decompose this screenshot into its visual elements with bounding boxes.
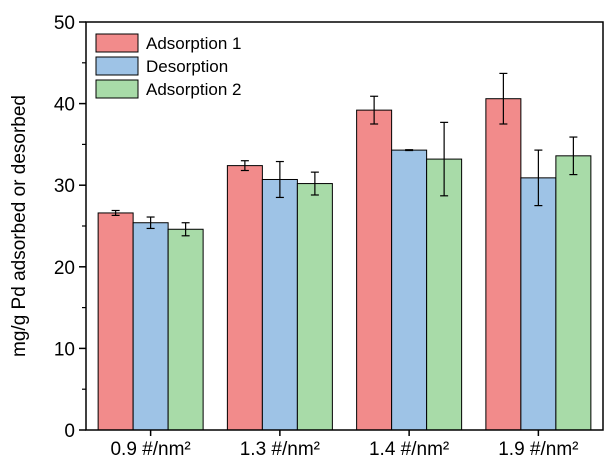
bar [226, 165, 263, 431]
y-axis: 0 10 20 30 40 50 [54, 13, 86, 442]
bars-layer [97, 98, 592, 431]
y-axis-title: mg/g Pd adsorbed or desorbed [9, 95, 30, 357]
bar [391, 149, 428, 431]
bar [97, 212, 134, 431]
bar [261, 178, 298, 431]
bar [555, 155, 592, 431]
y-tick-label: 40 [54, 95, 75, 116]
x-tick-label: 1.9 #/nm² [498, 439, 578, 460]
y-tick-label: 50 [54, 13, 75, 34]
legend-label: Adsorption 2 [146, 80, 241, 99]
y-tick-label: 20 [54, 258, 75, 279]
bar [485, 98, 522, 431]
legend-swatch [95, 56, 139, 76]
x-tick-label: 0.9 #/nm² [110, 439, 190, 460]
legend-label: Adsorption 1 [146, 34, 241, 53]
x-tick-label: 1.3 #/nm² [240, 439, 320, 460]
legend-swatch [95, 79, 139, 99]
legend: Adsorption 1 Desorption Adsorption 2 [95, 33, 241, 99]
x-axis: 0.9 #/nm² 1.3 #/nm² 1.4 #/nm² 1.9 #/nm² [110, 430, 579, 460]
error-bars-layer [111, 72, 578, 237]
bar [167, 228, 204, 431]
y-tick-label: 0 [64, 421, 75, 442]
bar [426, 158, 463, 431]
bar [296, 183, 333, 431]
bar [520, 177, 557, 431]
bar [356, 109, 393, 431]
x-tick-label: 1.4 #/nm² [369, 439, 449, 460]
y-tick-label: 30 [54, 176, 75, 197]
bar [132, 222, 169, 431]
legend-label: Desorption [146, 57, 228, 76]
y-tick-label: 10 [54, 339, 75, 360]
legend-swatch [95, 33, 139, 53]
